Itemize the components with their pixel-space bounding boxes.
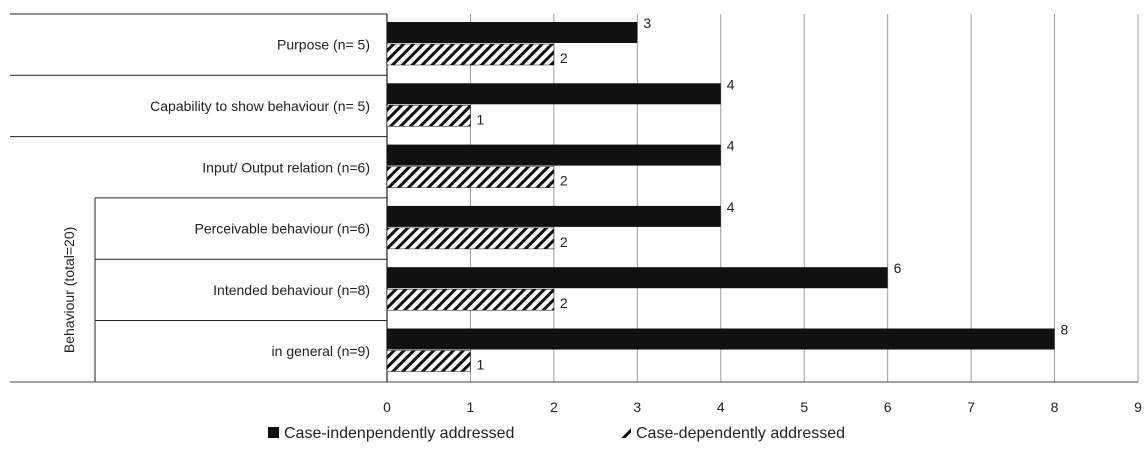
group-label: Behaviour (total=20) — [61, 227, 77, 353]
bar-case-dependent — [386, 350, 471, 372]
x-tick-label: 0 — [383, 399, 391, 415]
value-label: 2 — [560, 295, 568, 311]
legend-swatch-solid — [268, 427, 279, 438]
bars — [386, 22, 1055, 372]
value-label: 4 — [727, 76, 735, 92]
category-label: in general (n=9) — [272, 343, 370, 359]
bar-case-dependent — [386, 105, 471, 127]
value-label: 2 — [560, 234, 568, 250]
value-label: 3 — [643, 15, 651, 31]
value-label: 1 — [476, 357, 484, 373]
x-tick-label: 6 — [884, 399, 892, 415]
x-tick-label: 8 — [1051, 399, 1059, 415]
bar-case-independent — [387, 205, 721, 227]
x-tick-label: 7 — [967, 399, 975, 415]
bar-case-dependent — [386, 227, 555, 250]
legend-label: Case-indenpendently addressed — [284, 425, 514, 442]
bar-case-independent — [387, 328, 1055, 350]
value-label: 2 — [560, 50, 568, 66]
labels: Behaviour (total=20) Purpose (n= 5) 3 2 Capa… — [61, 15, 1142, 415]
bar-case-independent — [387, 267, 888, 289]
value-label: 8 — [1061, 322, 1069, 338]
x-tick-label: 2 — [550, 399, 558, 415]
x-tick-label: 9 — [1134, 399, 1142, 415]
bar-case-dependent — [386, 43, 555, 66]
legend-label: Case-dependently addressed — [636, 425, 845, 442]
bar-case-independent — [387, 22, 638, 43]
x-tick-label: 5 — [800, 399, 808, 415]
bar-case-dependent — [386, 288, 555, 311]
x-tick-label: 3 — [633, 399, 641, 415]
value-label: 4 — [727, 199, 735, 215]
value-label: 6 — [894, 260, 902, 276]
category-label: Perceivable behaviour (n=6) — [195, 221, 371, 237]
bar-case-independent — [387, 144, 721, 166]
value-label: 4 — [727, 138, 735, 154]
value-label: 1 — [476, 111, 484, 127]
category-label: Intended behaviour (n=8) — [213, 282, 370, 298]
category-label: Purpose (n= 5) — [277, 37, 370, 53]
bar-case-dependent — [386, 166, 555, 188]
value-label: 2 — [560, 173, 568, 189]
x-tick-label: 1 — [467, 399, 475, 415]
category-label: Input/ Output relation (n=6) — [202, 159, 370, 175]
category-label: Capability to show behaviour (n= 5) — [150, 98, 370, 114]
x-tick-label: 4 — [717, 399, 725, 415]
grid — [10, 14, 1139, 383]
legend: Case-indenpendently addressed Case-depend… — [268, 425, 845, 442]
bar-case-independent — [387, 83, 721, 105]
legend-swatch-hatch — [620, 427, 631, 438]
category-table — [10, 13, 387, 382]
